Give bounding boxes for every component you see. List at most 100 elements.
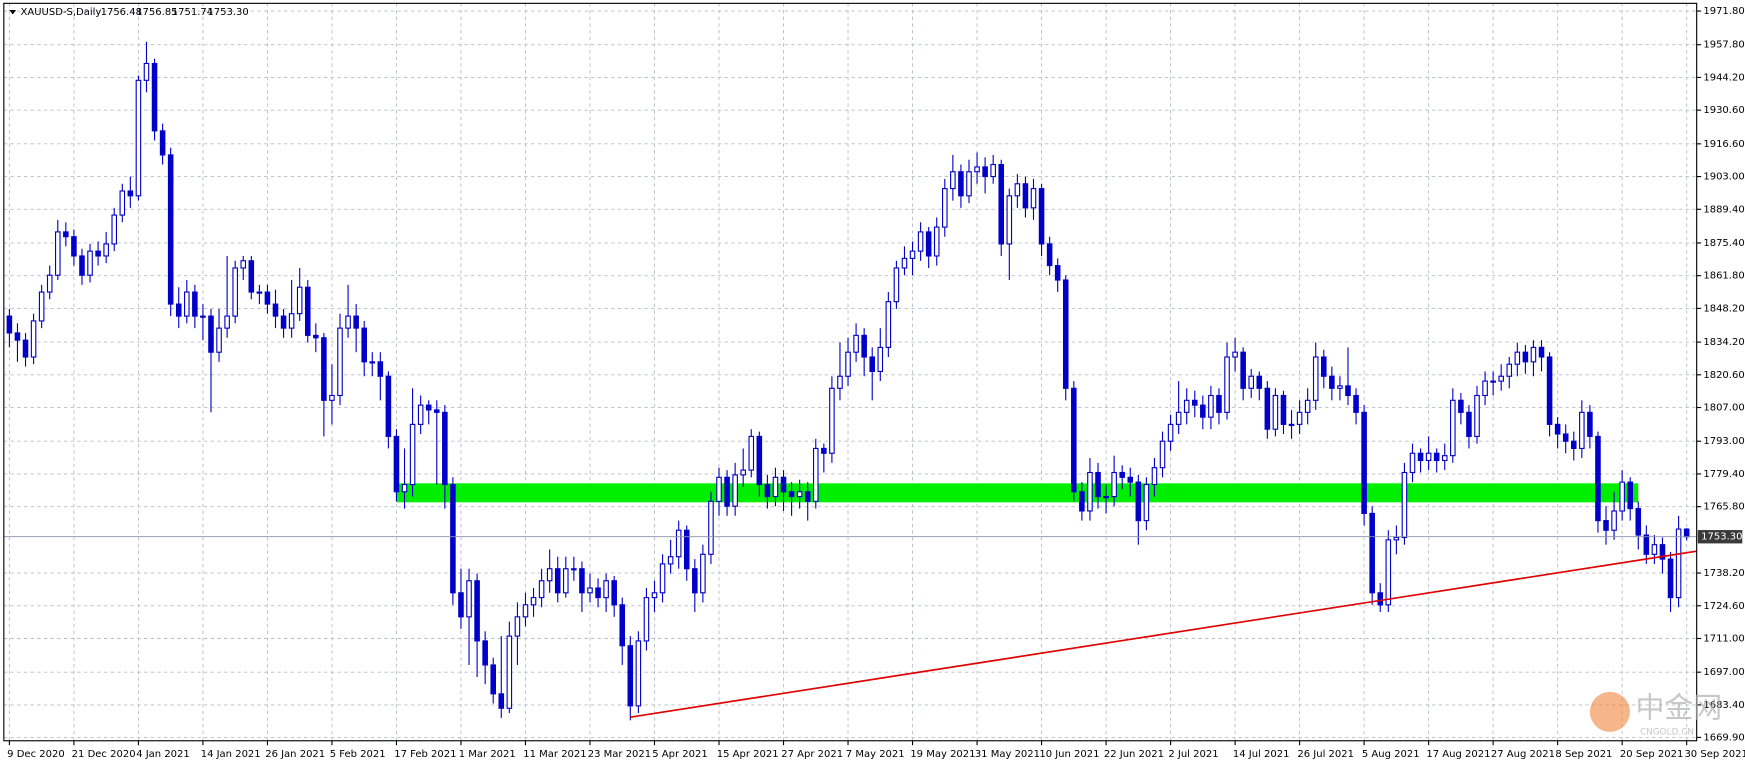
x-tick-label: 14 Jul 2021	[1233, 749, 1290, 760]
candle-body	[401, 483, 408, 493]
candle-body	[1272, 394, 1279, 430]
candle-body	[571, 568, 577, 571]
candle-body	[740, 469, 746, 476]
candle-body	[635, 640, 642, 707]
candle-body	[1062, 279, 1069, 389]
candle-body	[63, 231, 69, 238]
candle-body	[974, 166, 980, 173]
candle-body	[417, 404, 424, 425]
candle-body	[304, 286, 311, 336]
candle-body	[812, 447, 819, 502]
overlay	[3, 536, 1697, 719]
candle-body	[1240, 351, 1246, 389]
candle-body	[1385, 539, 1392, 606]
candles	[6, 41, 1690, 721]
candle-body	[659, 563, 666, 594]
x-tick-label: 17 Feb 2021	[394, 749, 456, 760]
candle-body	[79, 255, 85, 276]
candle-body	[192, 291, 198, 317]
candle-body	[804, 491, 811, 502]
x-tick-label: 2 Jul 2021	[1168, 749, 1218, 760]
candle-body	[1377, 592, 1384, 606]
candle-body	[369, 361, 376, 364]
candle-body	[1224, 356, 1230, 413]
x-tick-label: 9 Dec 2020	[7, 749, 65, 760]
candle-body	[482, 640, 488, 666]
candle-body	[966, 171, 972, 197]
candle-body	[1635, 508, 1642, 536]
grid	[3, 3, 1697, 741]
chart-title: XAUUSD-S,Daily	[21, 7, 102, 18]
support-zone	[396, 483, 1639, 503]
candle-body	[1264, 387, 1271, 430]
candle-body	[1143, 483, 1150, 522]
candle-body	[546, 568, 553, 582]
candle-body	[1321, 356, 1327, 377]
candle-body	[1127, 476, 1134, 483]
candle-body	[466, 580, 472, 618]
candle-body	[353, 315, 359, 329]
candle-body	[788, 491, 795, 498]
y-tick-label: 1779.40	[1703, 469, 1744, 480]
candle-body	[127, 190, 134, 197]
candle-body	[1232, 351, 1238, 358]
candle-body	[506, 635, 513, 709]
candle-body	[1450, 399, 1456, 457]
x-tick-label: 14 Jan 2021	[201, 749, 261, 760]
candle-body	[1208, 394, 1214, 418]
candle-body	[1474, 394, 1480, 437]
candle-body	[1651, 544, 1658, 555]
candle-body	[579, 568, 585, 594]
candle-body	[345, 315, 351, 329]
y-tick-label: 1793.00	[1703, 436, 1744, 447]
candle-body	[264, 291, 271, 305]
candle-body	[603, 580, 609, 599]
candle-body	[14, 332, 21, 341]
candle-body	[1135, 481, 1142, 522]
y-tick-label: 1971.80	[1703, 6, 1744, 17]
candle-body	[1659, 544, 1666, 560]
candle-body	[1079, 491, 1085, 512]
x-tick-label: 4 Jan 2021	[136, 749, 190, 760]
y-tick-label: 1903.00	[1703, 172, 1744, 183]
candle-body	[1353, 394, 1359, 413]
candle-body	[595, 587, 601, 599]
candle-body	[1345, 385, 1351, 397]
candle-body	[1248, 375, 1255, 389]
candle-body	[95, 250, 101, 257]
candle-body	[1433, 452, 1440, 462]
candle-body	[1280, 394, 1287, 425]
candle-body	[1216, 394, 1222, 413]
y-tick-label: 1765.80	[1703, 502, 1744, 513]
header-value: 1756.48	[101, 7, 142, 18]
candle-body	[184, 291, 190, 317]
candle-body	[30, 320, 37, 358]
candle-body	[627, 645, 634, 707]
candle-body	[1587, 411, 1593, 437]
y-tick-label: 1861.80	[1703, 271, 1744, 282]
header-value: 1756.85	[136, 7, 177, 18]
candle-body	[474, 580, 480, 642]
candle-body	[1570, 440, 1577, 449]
y-tick-label: 1807.00	[1703, 403, 1744, 414]
candle-body	[796, 491, 803, 498]
candle-body	[361, 327, 367, 363]
candle-body	[877, 346, 884, 373]
candle-body	[256, 291, 263, 294]
candle-body	[675, 529, 682, 558]
current-price-label: 1753.30	[1701, 532, 1742, 543]
candle-body	[950, 171, 956, 190]
watermark: 中金网	[1636, 691, 1723, 725]
candle-body	[861, 334, 867, 358]
x-tick-label: 5 Aug 2021	[1362, 749, 1420, 760]
candle-body	[337, 327, 343, 397]
candle-body	[1595, 435, 1601, 522]
x-tick-label: 26 Jan 2021	[265, 749, 325, 760]
candle-body	[821, 447, 827, 454]
candle-body	[837, 375, 843, 389]
x-tick-label: 17 Aug 2021	[1426, 749, 1490, 760]
candle-body	[1579, 411, 1585, 449]
candle-body	[1030, 188, 1037, 209]
candle-body	[909, 250, 916, 259]
